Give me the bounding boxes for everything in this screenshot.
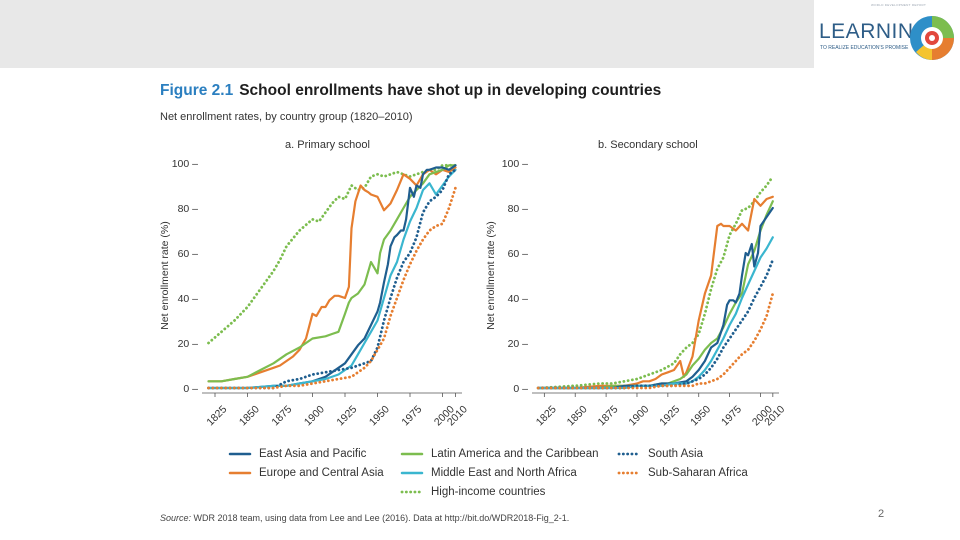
chart-legend: East Asia and Pacific Latin America and t… (228, 448, 788, 508)
series-line-europe (537, 195, 774, 390)
y-tick-label: 80 – (508, 203, 529, 215)
legend-swatch (228, 471, 252, 475)
page-number: 2 (878, 508, 885, 520)
chart-panel-secondary: 0 – 20 – 40 – 60 – 80 – 100 – Net enrollment r… (485, 158, 787, 428)
series-line-europe (207, 166, 457, 383)
series-line-south-asia (207, 168, 457, 390)
y-tick-label: 20 – (508, 338, 529, 350)
source-text: WDR 2018 team, using data from Lee and L… (191, 513, 570, 523)
x-tick-label: 1950 (688, 403, 713, 428)
figure-subtitle: Net enrollment rates, by country group (… (160, 111, 413, 123)
logo-small-text: WORLD DEVELOPMENT REPORT (871, 3, 927, 7)
series-line-mena (537, 236, 774, 390)
y-tick-label: 60 – (508, 248, 529, 260)
series-line-ssa (536, 292, 775, 390)
series-line-high-income (207, 163, 457, 345)
panel-a-title: a. Primary school (285, 139, 370, 151)
legend-swatch (617, 471, 641, 475)
legend-swatch (400, 452, 424, 456)
figure-title-text: School enrollments have shot up in devel… (239, 82, 662, 99)
legend-item-europe: Europe and Central Asia (228, 467, 384, 479)
legend-label: Latin America and the Caribbean (431, 448, 599, 460)
series-line-mena (207, 168, 457, 390)
series-line-south-asia (536, 258, 775, 390)
source-note: Source: WDR 2018 team, using data from L… (160, 513, 569, 523)
x-tick-label: 1925 (334, 403, 359, 428)
legend-item-ssa: Sub-Saharan Africa (617, 467, 748, 479)
x-tick-label: 1875 (595, 403, 620, 428)
series-line-latin-america (207, 164, 457, 383)
legend-label: Sub-Saharan Africa (648, 467, 748, 479)
chart-panel-primary: 0 – 20 – 40 – 60 – 80 – 100 – Net enrollment r… (159, 158, 470, 428)
legend-label: East Asia and Pacific (259, 448, 367, 460)
y-tick-label: 80 – (178, 203, 199, 215)
logo-wordmark: LEARNING (819, 20, 931, 43)
x-tick-label: 1875 (269, 403, 294, 428)
logo-emblem-icon (910, 16, 954, 60)
y-tick-label: 0 – (183, 383, 198, 395)
y-tick-label: 100 – (502, 158, 528, 170)
x-tick-label: 1975 (719, 403, 744, 428)
panel-b-title: b. Secondary school (598, 139, 698, 151)
x-tick-label: 1850 (565, 403, 590, 428)
x-tick-label: 1950 (367, 403, 392, 428)
legend-swatch (228, 452, 252, 456)
y-axis-label: Net enrollment rate (%) (159, 221, 171, 330)
x-tick-label: 1900 (626, 403, 651, 428)
figure-number: Figure 2.1 (160, 82, 234, 99)
legend-swatch (400, 471, 424, 475)
series-line-ssa (207, 186, 457, 390)
legend-item-south-asia: South Asia (617, 448, 703, 460)
top-band (0, 0, 960, 68)
legend-item-east-asia: East Asia and Pacific (228, 448, 366, 460)
series-line-high-income (536, 175, 775, 390)
series-line-east-asia (207, 164, 457, 390)
legend-swatch (400, 490, 424, 494)
y-tick-label: 60 – (178, 248, 199, 260)
x-tick-label: 1850 (237, 403, 262, 428)
x-tick-label: 1975 (399, 403, 424, 428)
x-tick-label: 1925 (657, 403, 682, 428)
legend-label: High-income countries (431, 486, 546, 498)
y-tick-label: 0 – (513, 383, 528, 395)
legend-label: South Asia (648, 448, 703, 460)
legend-item-mena: Middle East and North Africa (400, 467, 577, 479)
y-tick-label: 100 – (172, 158, 198, 170)
legend-label: Middle East and North Africa (431, 467, 577, 479)
x-tick-label: 1825 (534, 403, 559, 428)
x-tick-label: 1825 (204, 403, 229, 428)
legend-swatch (617, 452, 641, 456)
y-tick-label: 40 – (508, 293, 529, 305)
figure-title: Figure 2.1 School enrollments have shot u… (160, 82, 661, 100)
legend-item-high-income: High-income countries (400, 486, 545, 498)
legend-label: Europe and Central Asia (259, 467, 384, 479)
x-tick-label: 1900 (302, 403, 327, 428)
y-axis-label: Net enrollment rate (%) (485, 221, 497, 330)
y-tick-label: 40 – (178, 293, 199, 305)
series-line-east-asia (537, 206, 774, 390)
legend-item-latin-america: Latin America and the Caribbean (400, 448, 599, 460)
logo-subtitle: TO REALIZE EDUCATION'S PROMISE (820, 45, 909, 51)
source-label: Source: (160, 513, 192, 523)
y-tick-label: 20 – (178, 338, 199, 350)
